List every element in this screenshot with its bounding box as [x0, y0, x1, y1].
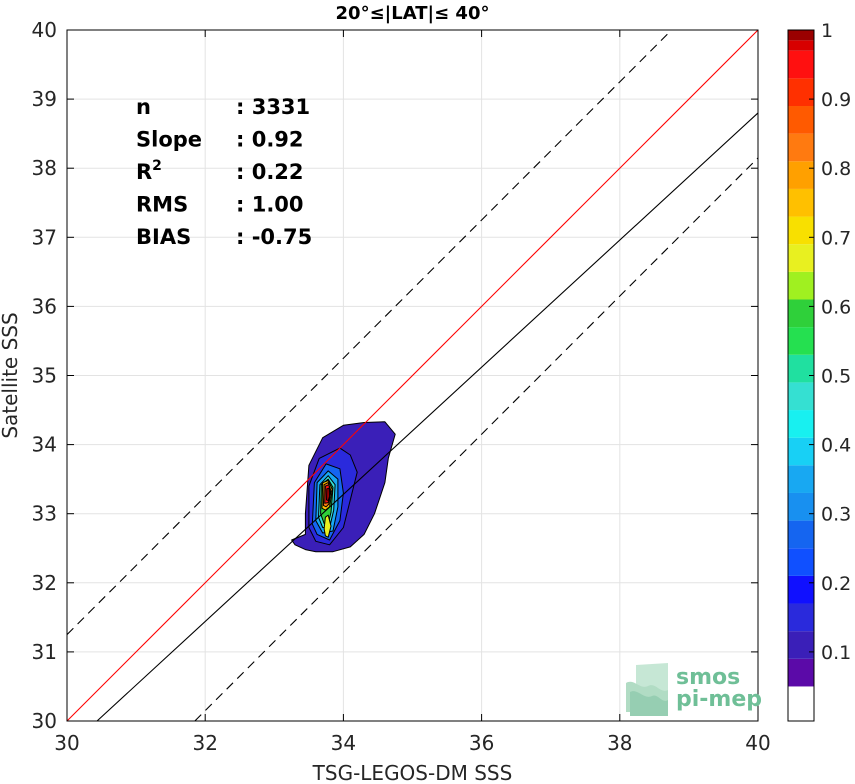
colorbar-tick-label: 0.3 — [821, 504, 851, 526]
y-tick-label: 34 — [32, 433, 57, 457]
colorbar-band — [788, 603, 814, 632]
colorbar-tick-label: 0.4 — [821, 435, 851, 457]
contour-level-0.6 — [323, 514, 332, 538]
colorbar-band — [788, 575, 814, 604]
identity-line — [66, 29, 759, 722]
y-tick-label: 35 — [32, 364, 57, 388]
colorbar: 0.1 0.2 0.3 0.4 0.5 0.6 0.7 0.8 0.9 1 — [787, 20, 851, 722]
y-axis-label: Satellite SSS — [0, 312, 22, 438]
colorbar-tick-label: 0.5 — [821, 366, 851, 388]
colorbar-band — [788, 354, 814, 383]
colorbar-tick-label: 0.1 — [821, 642, 851, 664]
colorbar-band — [788, 133, 814, 162]
colorbar-band — [788, 271, 814, 300]
colorbar-band — [788, 299, 814, 328]
y-tick-label: 30 — [32, 709, 57, 733]
colorbar-band — [788, 631, 814, 659]
x-tick-label: 34 — [331, 731, 356, 755]
stats-box: n : 3331 Slope : 0.92 R2 : 0.22 RMS : 1.00 BIAS:… — [136, 95, 312, 249]
colorbar-tick-label: 0.8 — [821, 158, 851, 180]
stat-label: Slope — [136, 128, 202, 152]
y-tick-label: 39 — [32, 87, 57, 111]
colorbar-band — [788, 520, 814, 549]
stat-label: n — [136, 95, 151, 119]
stat-value: : 0.92 — [236, 128, 304, 152]
colorbar-band — [788, 658, 814, 687]
x-axis-label: TSG-LEGOS-DM SSS — [312, 761, 513, 784]
density-contours — [291, 421, 396, 553]
x-tick-label: 40 — [745, 731, 770, 755]
logo-text-smos: smos — [676, 665, 740, 690]
x-tick-label: 38 — [607, 731, 632, 755]
y-tick-label: 31 — [32, 640, 57, 664]
colorbar-band — [788, 216, 814, 245]
x-tick-label: 30 — [54, 731, 79, 755]
colorbar-band — [788, 50, 814, 79]
colorbar-band — [788, 686, 814, 721]
stat-value: : 3331 — [236, 95, 310, 119]
colorbar-tick-label: 1 — [821, 20, 833, 42]
stat-value: : 1.00 — [236, 193, 304, 217]
envelope-lower-line — [194, 157, 759, 722]
stat-value: : -0.75 — [236, 225, 312, 249]
y-tick-label: 36 — [32, 294, 57, 318]
colorbar-band — [788, 382, 814, 411]
colorbar-band — [788, 78, 814, 107]
colorbar-tick-label: 0.9 — [821, 89, 851, 111]
envelope-upper-line — [66, 29, 673, 636]
contour-level-1 — [326, 487, 331, 502]
y-tick-label: 37 — [32, 225, 57, 249]
colorbar-band — [788, 30, 814, 41]
y-tick-label: 32 — [32, 571, 57, 595]
y-tick-label: 40 — [32, 18, 57, 42]
y-tick-label: 33 — [32, 502, 57, 526]
colorbar-band — [788, 548, 814, 576]
logo-wave-icon — [626, 663, 668, 716]
axis-ticks: 30 32 34 36 38 40 30 31 32 33 34 35 36 37 38 39 40 — [32, 18, 771, 755]
stat-value: : 0.22 — [236, 160, 304, 184]
x-tick-label: 32 — [192, 731, 217, 755]
colorbar-band — [788, 492, 814, 521]
stat-label: R2 — [136, 158, 162, 184]
colorbar-band — [788, 327, 814, 355]
colorbar-band — [788, 106, 814, 134]
x-tick-label: 36 — [469, 731, 494, 755]
colorbar-band — [788, 188, 814, 217]
fit-line — [96, 112, 759, 722]
colorbar-band — [788, 161, 814, 189]
logo-text-pi-mep: pi-mep — [676, 687, 762, 712]
y-tick-label: 38 — [32, 156, 57, 180]
stat-label: BIAS — [136, 225, 191, 249]
colorbar-tick-label: 0.6 — [821, 296, 851, 318]
stat-label: RMS — [136, 193, 188, 217]
colorbar-band — [788, 244, 814, 272]
colorbar-tick-label: 0.2 — [821, 573, 851, 595]
colorbar-band — [788, 410, 814, 438]
colorbar-band — [788, 465, 814, 493]
colorbar-band — [788, 40, 814, 51]
colorbar-band — [788, 437, 814, 466]
chart-title: 20°≤|LAT|≤ 40° — [336, 3, 490, 24]
colorbar-tick-label: 0.7 — [821, 227, 851, 249]
smos-pi-mep-logo: smos pi-mep — [626, 663, 762, 716]
reference-lines — [66, 29, 759, 722]
